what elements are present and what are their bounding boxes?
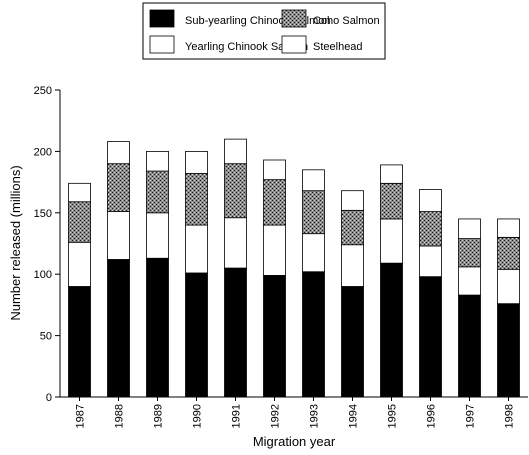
bar-segment-coho-salmon-1990	[185, 173, 208, 226]
legend-label-sub-yearling-chinook-salmon: Sub-yearling Chinook Salmon	[185, 15, 331, 27]
legend-label-yearling-chinook-salmon: Yearling Chinook Salmon	[185, 41, 308, 53]
bar-segment-sub-yearling-chinook-salmon-1993	[302, 271, 325, 398]
bar-stack-1994	[341, 190, 364, 398]
x-tick-label: 1988	[114, 404, 126, 428]
bar-segment-steelhead-1989	[146, 150, 169, 172]
bar-stack-1990	[185, 150, 208, 398]
x-tick-label: 1997	[465, 404, 477, 428]
x-tick-label: 1995	[387, 404, 399, 428]
y-tick-label: 50	[40, 331, 52, 343]
y-tick-label: 200	[34, 146, 52, 158]
bar-segment-sub-yearling-chinook-salmon-1987	[68, 286, 91, 398]
x-tick-label: 1987	[75, 404, 87, 428]
bar-segment-yearling-chinook-salmon-1997	[458, 266, 481, 296]
bar-segment-yearling-chinook-salmon-1987	[68, 241, 91, 287]
legend-box	[142, 2, 386, 60]
bar-segment-yearling-chinook-salmon-1993	[302, 233, 325, 273]
bar-segment-coho-salmon-1988	[107, 163, 130, 212]
bar-segment-sub-yearling-chinook-salmon-1998	[497, 303, 520, 398]
bar-stack-1987	[68, 182, 91, 398]
bar-segment-coho-salmon-1991	[224, 163, 247, 219]
x-tick-labels: 1987 1988 1989 1990 1991 1992 1993 1994 1995 1996…	[75, 397, 516, 428]
x-axis-label: Migration year	[253, 434, 336, 449]
bar-segment-steelhead-1995	[380, 164, 403, 184]
bar-segment-coho-salmon-1992	[263, 179, 286, 226]
legend-swatch-steelhead	[281, 35, 307, 54]
bar-segment-sub-yearling-chinook-salmon-1989	[146, 257, 169, 398]
bar-segment-steelhead-1991	[224, 138, 247, 165]
bar-stack-1988	[107, 141, 130, 398]
bar-segment-coho-salmon-1987	[68, 201, 91, 243]
bar-segment-sub-yearling-chinook-salmon-1997	[458, 294, 481, 398]
bar-segment-steelhead-1992	[263, 159, 286, 181]
bar-stack-1995	[380, 164, 403, 398]
bar-segment-steelhead-1988	[107, 141, 130, 165]
bar-stack-1992	[263, 159, 286, 398]
bar-segment-yearling-chinook-salmon-1990	[185, 224, 208, 274]
bar-segment-steelhead-1998	[497, 218, 520, 238]
bar-stack-1998	[497, 218, 520, 398]
bar-segment-coho-salmon-1998	[497, 236, 520, 270]
bar-stack-1993	[302, 169, 325, 398]
y-tick-label: 250	[34, 85, 52, 97]
bar-segment-sub-yearling-chinook-salmon-1995	[380, 262, 403, 398]
bar-segment-yearling-chinook-salmon-1992	[263, 224, 286, 276]
y-tick-label: 0	[46, 392, 52, 404]
bar-segment-steelhead-1987	[68, 182, 91, 203]
x-tick-label: 1990	[192, 404, 204, 428]
bar-segment-coho-salmon-1994	[341, 209, 364, 246]
bar-segment-coho-salmon-1996	[419, 211, 442, 247]
bar-segment-yearling-chinook-salmon-1998	[497, 268, 520, 305]
x-tick-label: 1993	[309, 404, 321, 428]
bar-segment-steelhead-1997	[458, 218, 481, 239]
bar-segment-sub-yearling-chinook-salmon-1990	[185, 272, 208, 398]
bar-segment-sub-yearling-chinook-salmon-1991	[224, 267, 247, 398]
bar-segment-steelhead-1996	[419, 189, 442, 212]
bar-segment-coho-salmon-1993	[302, 190, 325, 235]
bar-segment-sub-yearling-chinook-salmon-1992	[263, 275, 286, 398]
bar-segment-sub-yearling-chinook-salmon-1994	[341, 286, 364, 398]
legend-swatch-coho-salmon	[281, 9, 307, 28]
bar-segment-sub-yearling-chinook-salmon-1996	[419, 276, 442, 398]
y-tick-label: 100	[34, 269, 52, 281]
bar-segment-yearling-chinook-salmon-1995	[380, 218, 403, 264]
legend-label-coho-salmon: Coho Salmon	[313, 15, 380, 27]
bar-stack-1997	[458, 218, 481, 398]
bar-segment-yearling-chinook-salmon-1988	[107, 211, 130, 260]
legend-swatch-sub-yearling-chinook-salmon	[149, 9, 175, 28]
bar-segment-steelhead-1990	[185, 150, 208, 174]
axes	[59, 90, 528, 398]
bar-stack-1989	[146, 150, 169, 398]
legend-swatch-yearling-chinook-salmon	[149, 35, 175, 54]
y-axis-label: Number released (millions)	[8, 165, 23, 320]
bar-segment-coho-salmon-1989	[146, 170, 169, 214]
bar-segment-yearling-chinook-salmon-1996	[419, 245, 442, 278]
bar-segment-sub-yearling-chinook-salmon-1988	[107, 259, 130, 398]
bar-segment-steelhead-1993	[302, 169, 325, 192]
x-tick-label: 1992	[270, 404, 282, 428]
bar-stack-1996	[419, 189, 442, 398]
bar-segment-coho-salmon-1995	[380, 182, 403, 220]
x-tick-label: 1994	[348, 404, 360, 428]
y-ticks: 0 50 100 150 200 250	[34, 85, 60, 404]
x-tick-label: 1989	[153, 404, 165, 428]
bar-segment-coho-salmon-1997	[458, 238, 481, 268]
bar-segment-yearling-chinook-salmon-1989	[146, 212, 169, 259]
legend-label-steelhead: Steelhead	[313, 41, 363, 53]
bar-stack-1991	[224, 138, 247, 398]
x-tick-label: 1991	[231, 404, 243, 428]
x-tick-label: 1996	[426, 404, 438, 428]
x-tick-label: 1998	[504, 404, 516, 428]
bar-segment-steelhead-1994	[341, 190, 364, 211]
bar-segment-yearling-chinook-salmon-1994	[341, 244, 364, 287]
y-tick-label: 150	[34, 208, 52, 220]
bars	[68, 138, 520, 398]
bar-segment-yearling-chinook-salmon-1991	[224, 217, 247, 269]
